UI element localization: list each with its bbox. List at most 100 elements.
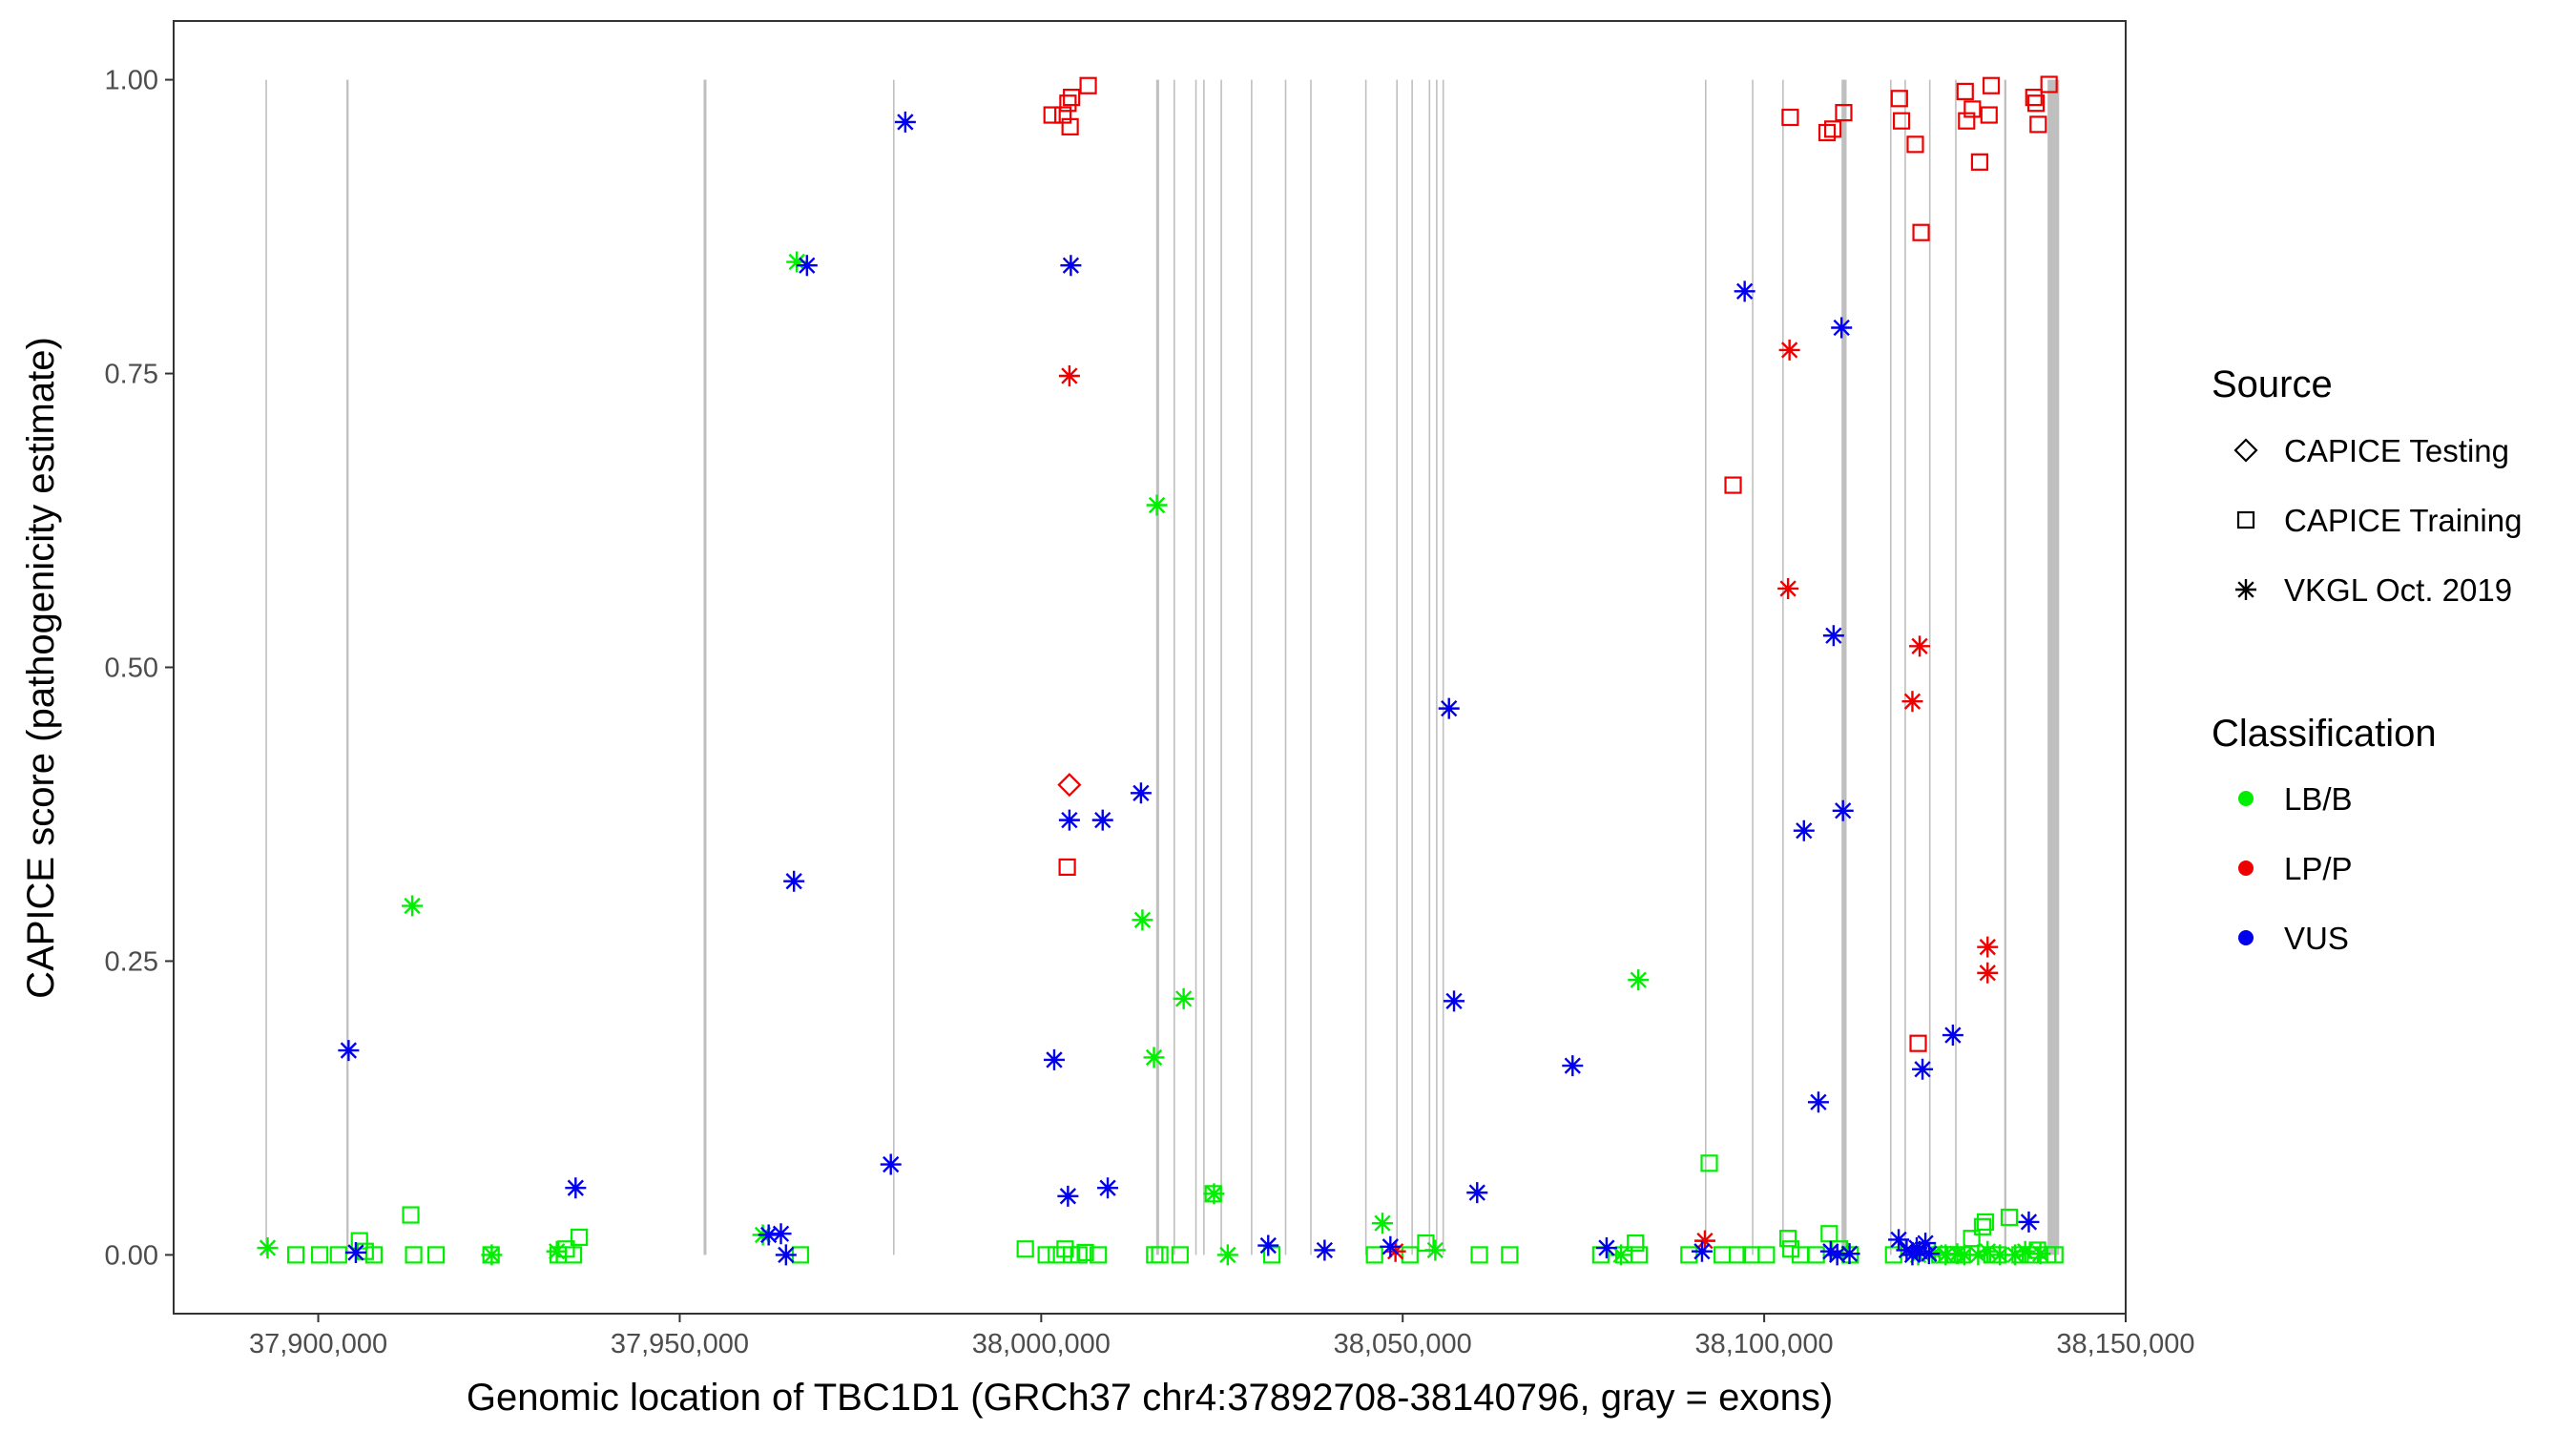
exon-band [1396, 79, 1399, 1255]
legend-label-lbb: LB/B [2284, 781, 2353, 817]
training-point-lpp [1963, 100, 1982, 118]
x-tick-label: 38,100,000 [1695, 1329, 1834, 1359]
vkgl-point-vus [880, 1153, 902, 1175]
legend-source-keys [2233, 438, 2258, 600]
training-point-lbb [1728, 1246, 1747, 1264]
y-tick-label: 1.00 [105, 66, 158, 96]
training-point-lbb [1791, 1246, 1810, 1264]
training-point-lbb [286, 1246, 305, 1264]
training-point-lbb [1779, 1230, 1797, 1248]
training-point-lbb [1076, 1243, 1094, 1262]
training-point-lbb [1714, 1246, 1732, 1264]
training-point-lpp [1906, 135, 1924, 154]
vkgl-point-vus [338, 1040, 360, 1062]
legend-label-vus: VUS [2284, 921, 2349, 956]
training-point-lpp [1958, 112, 1976, 130]
exon-band [1220, 79, 1222, 1255]
exon-band [1436, 79, 1438, 1255]
vkgl-point-vus [894, 111, 916, 133]
vkgl-point-vus [1466, 1182, 1488, 1204]
exon-band [1155, 79, 1159, 1255]
legend-classification-keys [2238, 791, 2254, 945]
vkgl-point-lbb [2005, 1244, 2026, 1266]
training-point-lbb [1056, 1240, 1074, 1258]
vkgl-point-vus [775, 1244, 797, 1266]
vkgl-point-vus [1822, 625, 1844, 647]
vkgl-point-vus [1060, 255, 1082, 277]
training-point-lbb [1070, 1246, 1088, 1264]
vkgl-point-vus [1918, 1243, 1940, 1265]
vkgl-point-vus [1097, 1177, 1119, 1199]
training-point-lbb [571, 1228, 589, 1247]
vkgl-point-lpp [1909, 635, 1931, 657]
vkgl-point-lpp [1693, 1230, 1715, 1252]
training-point-lbb [1016, 1240, 1034, 1258]
vkgl-point-vus [1130, 782, 1152, 804]
vkgl-point-vus [1942, 1025, 1963, 1047]
training-point-lbb [1973, 1217, 1992, 1235]
training-point-lbb [1757, 1246, 1776, 1264]
vkgl-point-lbb [1954, 1244, 1976, 1266]
vkgl-point-vus [1734, 280, 1755, 302]
vkgl-point-lbb [1203, 1183, 1225, 1205]
y-tick-label: 0.75 [105, 360, 158, 390]
vkgl-point-vus [796, 255, 818, 277]
training-point-lbb [1782, 1240, 1800, 1258]
training-point-lbb [1470, 1246, 1488, 1264]
vkgl-point-vus [1380, 1235, 1402, 1257]
vkgl-point-vus [1909, 1240, 1931, 1262]
vkgl-point-vus [1888, 1229, 1910, 1251]
exon-band [1782, 79, 1784, 1255]
exon-band [1251, 79, 1253, 1255]
training-point-lbb [1401, 1246, 1419, 1264]
vkgl-point-vus [1793, 819, 1815, 841]
exon-band [2047, 79, 2060, 1255]
training-point-lbb [1627, 1234, 1645, 1253]
exon-band [2004, 79, 2006, 1255]
vkgl-point-lbb [1216, 1244, 1238, 1266]
vkgl-point-vus [1831, 317, 1853, 339]
training-point-lpp [1724, 476, 1742, 494]
training-point-lbb [1630, 1246, 1649, 1264]
vkgl-point-lbb [1967, 1244, 1989, 1266]
training-point-lbb [1700, 1154, 1718, 1172]
training-point-lbb [1976, 1213, 1995, 1232]
exon-band [1442, 79, 1444, 1255]
x-tick-label: 37,900,000 [249, 1329, 387, 1359]
vkgl-point-vus [1562, 1055, 1584, 1077]
vkgl-point-vus [1314, 1239, 1336, 1261]
vkgl-point-vus [1595, 1237, 1617, 1259]
training-point-lbb [1807, 1246, 1825, 1264]
vkgl-point-vus [1912, 1058, 1934, 1080]
vkgl-point-vus [1091, 809, 1113, 831]
exon-band [1203, 79, 1205, 1255]
vkgl-point-vus [1807, 1091, 1829, 1113]
exon-band [346, 79, 349, 1255]
vkgl-point-lbb [481, 1244, 503, 1266]
x-tick-label: 38,050,000 [1334, 1329, 1472, 1359]
vkgl-point-vus [1057, 1185, 1079, 1207]
y-tick-label: 0.00 [105, 1240, 158, 1271]
exon-band [1704, 79, 1707, 1255]
legend-label-capice-testing: CAPICE Testing [2284, 433, 2509, 468]
training-point-lpp [1043, 106, 1061, 124]
training-point-lpp [1956, 82, 1974, 101]
plot-panel-border [173, 20, 2127, 1315]
exon-band [1752, 79, 1754, 1255]
exon-band [1310, 79, 1312, 1255]
training-point-lpp [1059, 94, 1077, 113]
vkgl-point-lpp [1977, 936, 1999, 958]
exon-band [1928, 79, 1931, 1255]
exon-band [1841, 79, 1847, 1255]
training-point-lpp [1890, 90, 1908, 108]
training-point-lpp [2025, 88, 2043, 107]
vkgl-point-lbb [257, 1237, 279, 1259]
vkgl-point-lbb [546, 1240, 568, 1262]
exon-band-layer [265, 79, 2060, 1255]
training-point-lpp [1909, 1034, 1927, 1052]
legend-key-square-icon [2236, 510, 2255, 529]
vkgl-point-lbb [1935, 1244, 1957, 1266]
legend-key-diamond-icon [2233, 438, 2258, 463]
training-point-lbb [2046, 1246, 2064, 1264]
vkgl-point-vus [1901, 1244, 1923, 1266]
